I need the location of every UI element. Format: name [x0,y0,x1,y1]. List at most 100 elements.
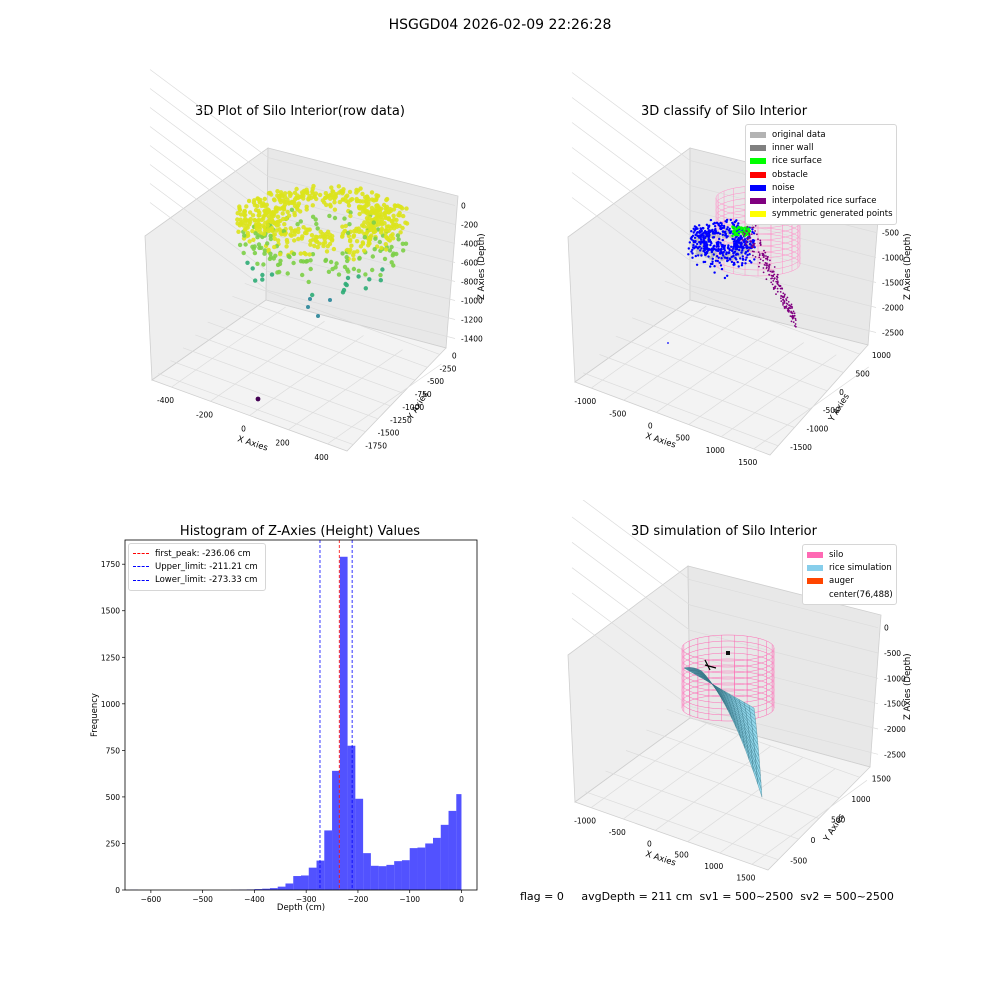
z-tick-label: -1000 [884,674,906,683]
z-tick-label: -500 [884,649,901,658]
z-tick-label: -2000 [882,304,904,313]
z-tick-label: -1500 [882,279,904,288]
center-marker [704,659,717,671]
x-tick-label: 1500 [738,458,757,467]
z-tick-label: -1400 [461,335,483,344]
classify-legend-entry: inner wall [750,141,892,154]
histogram-legend-label: Lower_limit: -273.33 cm [155,575,258,586]
outlier-point [255,396,261,402]
x-tick-label: 0 [648,421,653,430]
classify-legend-swatch [750,171,766,178]
z-tick-label: -1000 [461,297,483,306]
histogram-bar [285,883,294,890]
y-tick-label: 1000 [851,795,870,804]
y-tick-label: 1750 [101,560,120,569]
z-tick-label: -800 [461,278,478,287]
y-tick-label: -1000 [402,403,424,412]
histogram-title: Histogram of Z-Axies (Height) Values [179,524,421,539]
status-footer: flag = 0 avgDepth = 211 cm sv1 = 500~250… [520,890,894,903]
raw-data-points [235,183,410,402]
raw-3d-plot: -400 -200 0 200 400 0 -250 -500 -750 -1000 -1250 -1… [144,69,487,462]
simulation-legend-entry: auger [807,575,892,588]
classify-legend-swatch [750,211,766,218]
z-tick-label: -500 [882,229,899,238]
y-tick-label: -500 [790,857,807,866]
histogram-bar [347,745,356,890]
simulation-legend-label: auger [829,576,854,587]
z-tick-label: -400 [461,240,478,249]
x-tick-label: 1000 [706,446,725,455]
y-tick-label: -1000 [807,425,829,434]
classify-legend-swatch [750,144,766,151]
histogram-bar [308,867,317,890]
classify-legend: original data inner wall rice surface obsta… [745,124,897,226]
histogram-bar [448,810,457,890]
histogram-legend: first_peak: -236.06 cm Upper_limit: -211.… [128,543,266,591]
x-tick-label: 0 [459,895,464,904]
classify-legend-label: rice surface [772,156,822,167]
x-tick-label: −500 [192,895,213,904]
classify-legend-label: noise [772,182,795,193]
histogram-chart: −600 −500 −400 −300 −200 −100 0 0 250 500 750 1000… [90,539,478,913]
x-tick-label: −600 [141,895,162,904]
classify-3d-plot: -1000 -500 0 500 1000 1500 1000 500 0 -500 -1000 -1… [567,72,913,467]
figure-title: HSGGD04 2026-02-09 22:26:28 [388,17,612,33]
z-tick-label: -1000 [882,254,904,263]
raw-plot-title: 3D Plot of Silo Interior(row data) [195,104,405,119]
classify-legend-entry: rice surface [750,155,892,168]
simulation-x-axis-label: X Axies [644,849,677,868]
histogram-bar [378,866,387,890]
z-tick-label: -600 [461,259,478,268]
y-tick-label: 0 [811,836,816,845]
histogram-frame [124,539,478,891]
classify-legend-label: inner wall [772,142,814,153]
y-tick-label: -1500 [790,443,812,452]
histogram-bars [130,556,462,890]
z-tick-label: -1500 [884,700,906,709]
x-tick-label: -1000 [574,397,596,406]
x-tick-label: -200 [196,410,213,419]
classify-legend-label: symmetric generated points [772,209,893,220]
z-tick-label: -2500 [884,750,906,759]
y-tick-label: -250 [439,364,456,373]
x-tick-label: -1000 [574,817,596,826]
x-tick-label: 500 [674,851,689,860]
simulation-legend-label: silo [829,549,844,560]
y-tick-label: -1750 [365,442,387,451]
histogram-bar [254,889,263,890]
histogram-legend-line [133,553,149,555]
simulation-legend-swatch [807,578,823,585]
histogram-bar [262,888,270,890]
classify-legend-label: original data [772,129,826,140]
classify-legend-swatch [750,198,766,205]
histogram-legend-label: first_peak: -236.06 cm [155,548,251,559]
classify-x-axis-label: X Axies [644,431,677,450]
x-tick-label: 0 [647,839,652,848]
x-tick-label: −300 [296,895,317,904]
x-tick-label: −200 [348,895,369,904]
histogram-bar [425,843,433,890]
histogram-bar [339,556,348,890]
simulation-3d-plot: -1000 -500 0 500 1000 1500 1500 1000 500 0 -500 0 -5… [567,500,913,882]
raw-3d-grid [149,69,456,445]
z-tick-label: 0 [884,624,889,633]
histogram-bar [277,886,286,890]
classify-legend-entry: obstacle [750,168,892,181]
x-tick-label: 1500 [736,873,755,882]
histogram-legend-entry: Lower_limit: -273.33 cm [133,574,261,587]
y-tick-label: 1250 [101,653,120,662]
y-tick-label: 1500 [101,607,120,616]
histogram-x-label: Depth (cm) [277,903,325,913]
x-tick-label: −100 [399,895,420,904]
histogram-reference-lines [319,540,353,890]
classify-legend-entry: original data [750,128,892,141]
y-tick-label: 1000 [101,700,120,709]
histogram-bar [316,860,325,890]
histogram-legend-line [133,579,149,581]
histogram-legend-line [133,566,149,568]
histogram-bar [363,853,371,890]
classify-legend-label: obstacle [772,169,808,180]
y-tick-label: -500 [823,406,840,415]
histogram-bar [417,847,426,890]
classify-legend-swatch [750,131,766,138]
